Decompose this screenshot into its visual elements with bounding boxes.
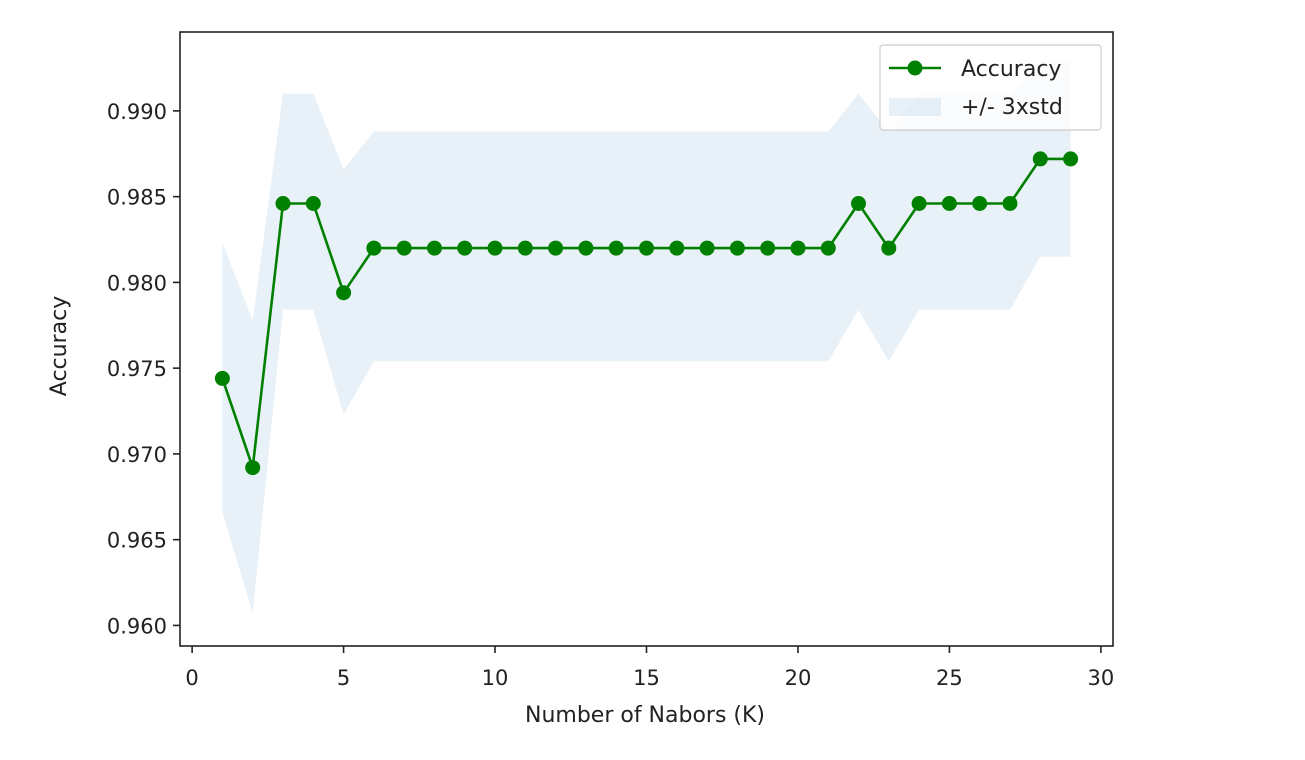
- accuracy-point-k24: [911, 196, 927, 211]
- accuracy-point-k25: [941, 196, 957, 211]
- accuracy-point-k22: [851, 196, 866, 211]
- accuracy-point-k20: [790, 240, 806, 256]
- accuracy-point-k5: [336, 285, 352, 301]
- x-tick-label: 15: [633, 666, 660, 690]
- y-tick-label: 0.980: [107, 271, 167, 295]
- accuracy-point-k9: [457, 240, 473, 256]
- legend-box: [879, 44, 1102, 131]
- x-axis-label: Number of Nabors (K): [525, 703, 765, 728]
- accuracy-point-k2: [245, 460, 261, 476]
- y-tick-label: 0.970: [107, 443, 167, 467]
- y-tick-label: 0.975: [107, 357, 167, 381]
- y-axis-label: Accuracy: [47, 296, 72, 396]
- x-axis: 0 5 10 15 20 25 30: [185, 646, 1114, 690]
- y-tick-label: 0.990: [107, 100, 167, 124]
- legend-accuracy-marker: [907, 60, 923, 76]
- x-tick-label: 25: [936, 666, 963, 690]
- x-tick-label: 5: [337, 666, 350, 690]
- x-tick-label: 10: [482, 666, 509, 690]
- accuracy-point-k10: [487, 240, 503, 256]
- series-layer: [214, 151, 1079, 476]
- accuracy-point-k16: [669, 240, 685, 256]
- legend-band-swatch: [889, 98, 941, 116]
- y-tick-label: 0.965: [107, 529, 167, 553]
- accuracy-point-k8: [427, 240, 442, 256]
- accuracy-point-k3: [275, 196, 291, 211]
- legend-accuracy-label: Accuracy: [961, 57, 1061, 82]
- accuracy-point-k18: [729, 240, 745, 256]
- x-tick-label: 30: [1088, 666, 1115, 690]
- x-tick-label: 0: [185, 666, 198, 690]
- accuracy-point-k21: [820, 240, 836, 256]
- accuracy-point-k23: [881, 240, 897, 256]
- accuracy-point-k19: [760, 240, 776, 256]
- accuracy-point-k11: [517, 240, 533, 256]
- legend: Accuracy +/- 3xstd: [879, 44, 1102, 131]
- accuracy-point-k15: [639, 240, 654, 256]
- accuracy-point-k6: [366, 240, 382, 256]
- y-tick-label: 0.960: [107, 614, 167, 638]
- accuracy-point-k14: [608, 240, 624, 256]
- y-tick-label: 0.985: [107, 186, 167, 210]
- accuracy-point-k17: [699, 240, 715, 256]
- accuracy-point-k12: [548, 240, 564, 256]
- y-axis: 0.960 0.965 0.970 0.975 0.980 0.985 0.990: [107, 100, 180, 638]
- x-tick-label: 20: [785, 666, 812, 690]
- accuracy-point-k27: [1002, 196, 1018, 211]
- accuracy-point-k13: [578, 240, 594, 256]
- legend-band-label: +/- 3xstd: [961, 95, 1063, 120]
- accuracy-point-k1: [214, 370, 230, 386]
- accuracy-point-k26: [972, 196, 988, 211]
- accuracy-point-k28: [1032, 151, 1048, 167]
- accuracy-point-k4: [305, 196, 321, 211]
- accuracy-point-k7: [396, 240, 412, 256]
- accuracy-point-k29: [1063, 151, 1079, 167]
